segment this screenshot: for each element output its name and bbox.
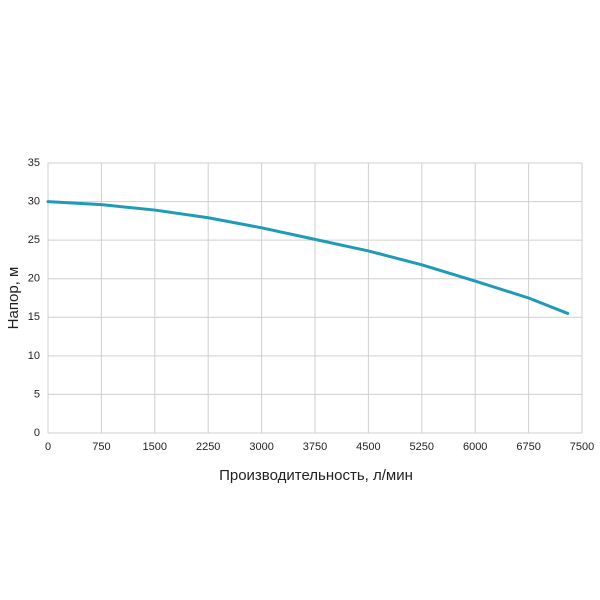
- y-tick-label: 25: [28, 234, 40, 246]
- x-tick-label: 3000: [249, 441, 273, 453]
- y-tick-label: 0: [34, 427, 40, 439]
- y-axis-title: Напор, м: [5, 267, 22, 330]
- x-tick-label: 7500: [570, 441, 594, 453]
- y-tick-label: 30: [28, 195, 40, 207]
- y-tick-label: 35: [28, 157, 40, 169]
- line: [46, 200, 570, 315]
- x-tick-label: 1500: [143, 441, 167, 453]
- y-tick-label: 5: [34, 388, 40, 400]
- y-tick-label: 10: [28, 350, 40, 362]
- y-tick-label: 15: [28, 311, 40, 323]
- x-axis-title: Производительность, л/мин: [219, 467, 413, 484]
- y-tick-label: 20: [28, 273, 40, 285]
- x-tick-label: 6000: [463, 441, 487, 453]
- x-tick-label: 2250: [196, 441, 220, 453]
- x-tick-label: 750: [92, 441, 110, 453]
- x-tick-label: 0: [45, 441, 51, 453]
- x-tick-label: 5250: [410, 441, 434, 453]
- x-tick-label: 4500: [356, 441, 380, 453]
- x-tick-label: 3750: [303, 441, 327, 453]
- x-tick-label: 6750: [516, 441, 540, 453]
